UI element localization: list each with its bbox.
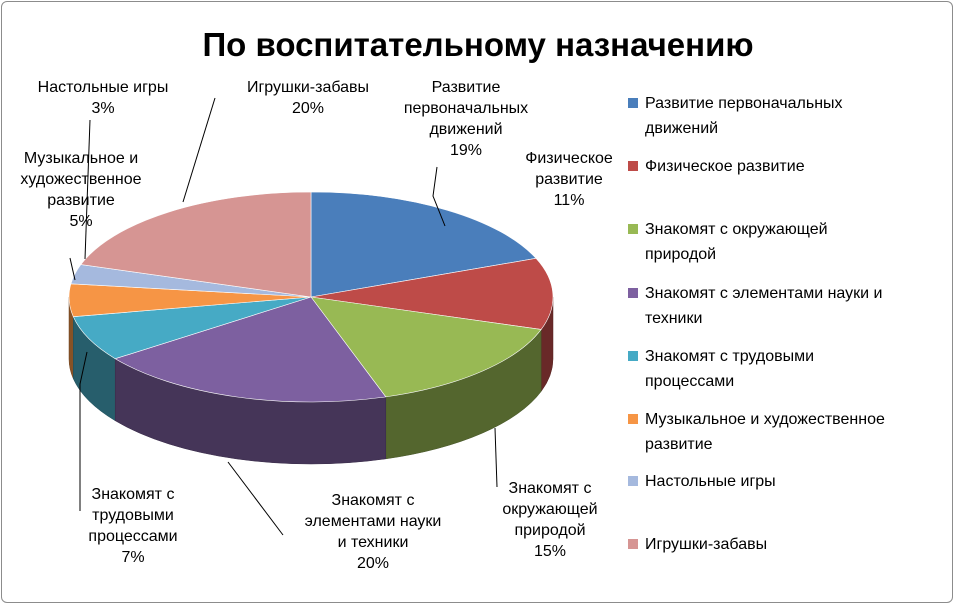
legend-label: Знакомят с трудовыми процессами [645,348,814,390]
pie-slice [72,296,312,360]
data-label: Знакомят с трудовыми процессами 7% [88,486,177,566]
leader-line [432,166,446,227]
leader-line [182,97,216,203]
data-label: Игрушки-забавы 20% [247,79,369,117]
legend-label: Физическое развитие [645,158,805,175]
legend-label: Настольные игры [645,473,776,490]
leader-line [494,427,498,488]
pie-slice [310,296,542,398]
legend-label: Знакомят с элементами науки и техники [645,285,882,327]
pie-slices [68,191,554,403]
data-label: Знакомят с окружающей природой 15% [502,480,597,560]
leader-line [227,461,284,536]
legend-swatch [628,161,638,171]
legend-swatch [628,98,638,108]
data-label: Физическое развитие 11% [525,150,613,209]
leader-line [84,119,91,260]
legend-swatch [628,476,638,486]
pie-sides [68,296,554,465]
pie-slice [114,296,387,403]
chart-title: По воспитательному назначению [202,26,753,63]
leader-line [69,257,76,281]
leader-lines [69,97,498,536]
pie-slice [80,191,312,298]
data-label: Развитие первоначальных движений 19% [404,79,528,159]
legend-swatch [628,351,638,361]
legend-swatch [628,539,638,549]
legend-label: Игрушки-забавы [645,536,767,553]
legend-label: Знакомят с окружающей природой [645,221,828,263]
legend-swatch [628,288,638,298]
data-label: Знакомят с элементами науки и техники 20% [305,492,442,572]
legend: Развитие первоначальных движений Физическо… [628,95,885,553]
legend-label: Музыкальное и художественное развитие [645,411,885,453]
legend-label: Развитие первоначальных движений [645,95,843,137]
pie-slice [310,191,537,298]
data-label: Музыкальное и художественное развитие 5% [20,150,141,230]
legend-swatch [628,224,638,234]
data-labels: Развитие первоначальных движений 19% Физичес… [20,79,612,572]
pie-slice [310,258,554,330]
legend-swatch [628,414,638,424]
leader-line [79,351,88,511]
data-label: Настольные игры 3% [38,79,169,117]
